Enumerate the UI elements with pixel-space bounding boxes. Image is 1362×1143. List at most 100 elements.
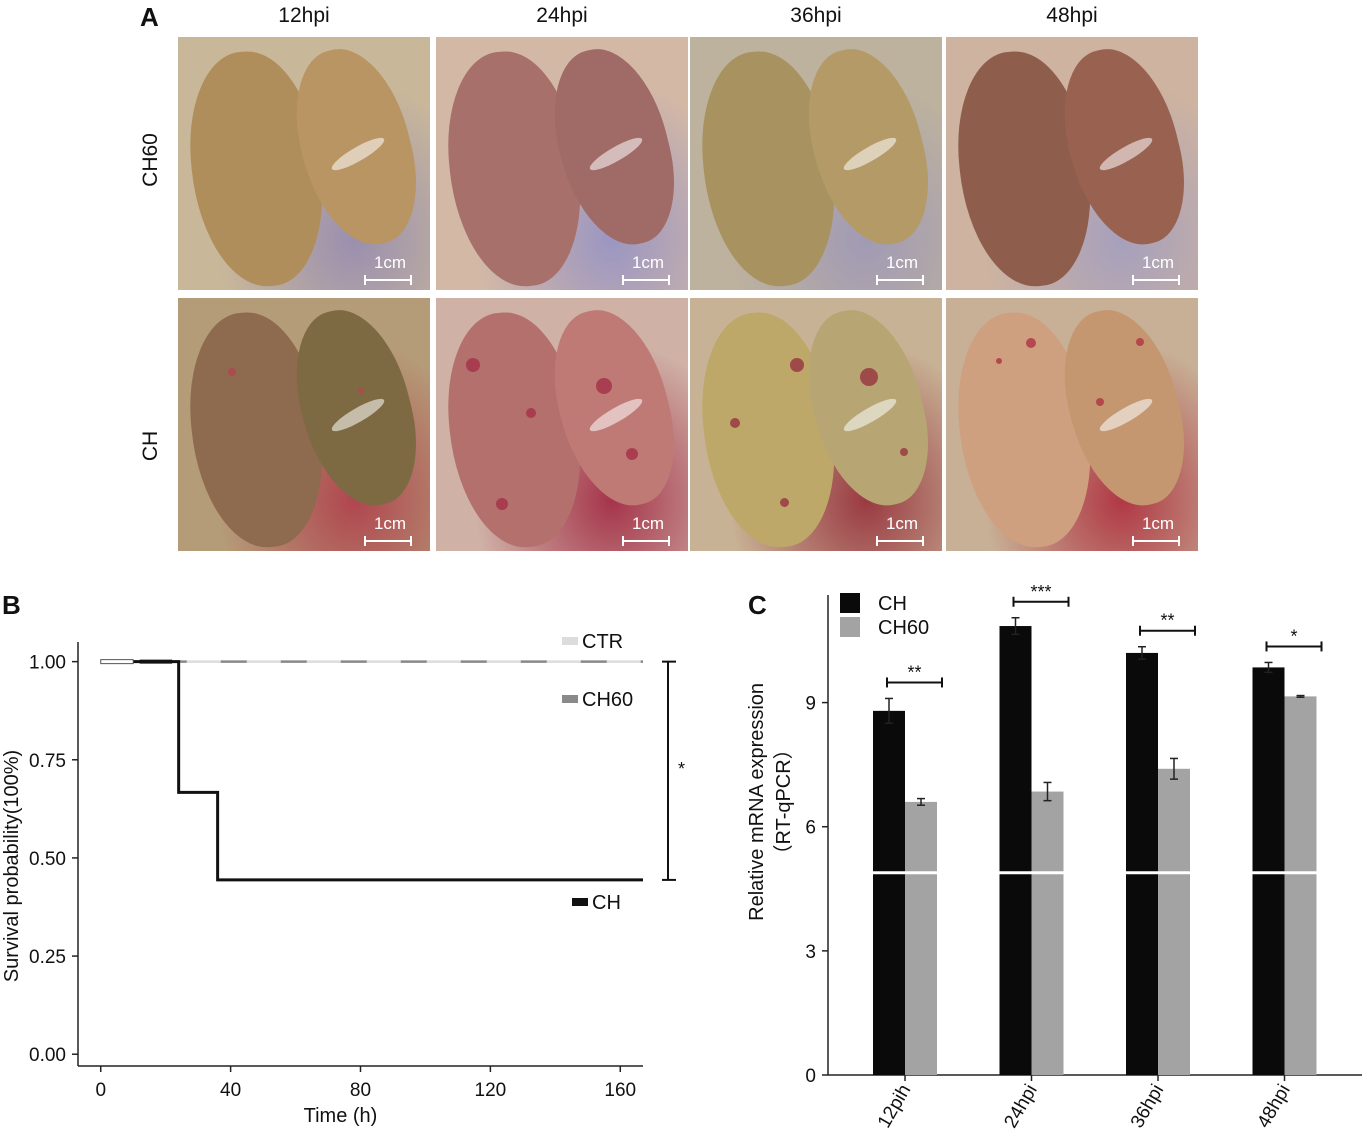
panel-c-letter: C [748, 590, 767, 620]
scale-bar-tick [622, 275, 624, 285]
scale-bar-tick [1132, 536, 1134, 546]
legend-swatch-ch60 [840, 617, 860, 637]
x-tick-label: 120 [475, 1080, 507, 1101]
hemorrhage-spot [526, 408, 536, 418]
hemorrhage-spot [860, 368, 878, 386]
legend-label-ch: CH [878, 593, 907, 615]
y-tick-label: 0.00 [29, 1045, 66, 1066]
liver-photo: 1cm [946, 37, 1198, 290]
axis-break [830, 871, 1362, 875]
scale-bar-label: 1cm [373, 514, 407, 533]
panel-a-letter: A [140, 2, 159, 32]
scale-bar-tick [1132, 275, 1134, 285]
y-tick-label: 0 [805, 1066, 816, 1087]
y-tick-label: 0.50 [29, 849, 66, 870]
liver-photo: 1cm [946, 298, 1198, 551]
significance-stars: *** [1030, 585, 1051, 602]
bar-ch [999, 626, 1032, 1075]
legend-label-ch60: CH60 [878, 617, 929, 639]
x-tick-label: 12pih [874, 1081, 915, 1132]
hemorrhage-spot [1096, 398, 1104, 406]
scale-bar-label: 1cm [631, 253, 665, 272]
column-header-24hpi: 24hpi [536, 4, 588, 27]
y-tick-label: 9 [805, 694, 816, 715]
scale-bar-tick [410, 536, 412, 546]
bar-ch60 [1158, 768, 1190, 1075]
scale-bar-line [1132, 540, 1180, 542]
scale-bar-tick [876, 536, 878, 546]
scale-bar-tick [1178, 275, 1180, 285]
legend-swatch-ch60 [562, 695, 578, 703]
expression-bar-chart: 0 3 6 9 Relative mRNA expression （RT-qPCR） ** 1… [746, 585, 1362, 1132]
y-axis-title: Relative mRNA expression [746, 683, 768, 921]
y-tick-label: 3 [805, 942, 816, 963]
significance-stars: ** [1160, 611, 1174, 631]
hemorrhage-spot [1136, 338, 1144, 346]
scale-bar-label: 1cm [1141, 514, 1175, 533]
scale-bar-line [622, 279, 670, 281]
significance-stars: * [1290, 626, 1297, 646]
hemorrhage-spot [730, 418, 740, 428]
hemorrhage-spot [780, 498, 789, 507]
y-tick-label: 1.00 [29, 653, 66, 674]
scale-bar-line [876, 540, 924, 542]
legend-swatch-ctr [562, 637, 578, 645]
survival-chart: 0.00 0.25 0.50 0.75 1.00 0 40 80 120 160 Time (h) S… [1, 631, 685, 1127]
scale-bar-tick [364, 275, 366, 285]
scale-bar-tick [668, 275, 670, 285]
liver-photo: 1cm [178, 298, 430, 551]
panel-b-letter: B [2, 590, 21, 620]
scale-bar-label: 1cm [885, 514, 919, 533]
legend-swatch-ch [840, 593, 860, 613]
y-tick-label: 6 [805, 818, 816, 839]
scale-bar-label: 1cm [373, 253, 407, 272]
legend-swatch-ch [572, 898, 588, 906]
liver-photo: 1cm [436, 37, 688, 290]
liver-photo: 1cm [436, 298, 688, 551]
liver-photo: 1cm [178, 37, 430, 290]
bar-ch [1126, 652, 1158, 1075]
legend-label-ch: CH [592, 892, 621, 914]
hemorrhage-spot [1026, 338, 1036, 348]
hemorrhage-spot [596, 378, 612, 394]
scale-bar-tick [364, 536, 366, 546]
bar-ch [873, 710, 905, 1075]
hemorrhage-spot [496, 498, 508, 510]
liver-photo: 1cm [690, 37, 942, 290]
scale-bar-tick [876, 275, 878, 285]
x-tick-label: 80 [350, 1080, 371, 1101]
scale-bar-tick [410, 275, 412, 285]
x-tick-label: 48hpi [1253, 1081, 1294, 1132]
series-line-ch [100, 660, 643, 882]
censor-mark [100, 659, 134, 665]
column-header-36hpi: 36hpi [790, 4, 842, 27]
hemorrhage-spot [996, 358, 1002, 364]
liver-photo: 1cm [690, 298, 942, 551]
scale-bar-line [364, 540, 412, 542]
y-tick-label: 0.75 [29, 751, 66, 772]
scale-bar-tick [922, 536, 924, 546]
scale-bar-line [622, 540, 670, 542]
x-axis-title: Time (h) [304, 1105, 378, 1127]
x-tick-label: 160 [604, 1080, 636, 1101]
scale-bar-tick [922, 275, 924, 285]
scale-bar-label: 1cm [1141, 253, 1175, 272]
bar-ch60 [1284, 696, 1317, 1075]
column-header-12hpi: 12hpi [278, 4, 330, 27]
scale-bar-tick [1178, 536, 1180, 546]
column-header-48hpi: 48hpi [1046, 4, 1098, 27]
hemorrhage-spot [626, 448, 638, 460]
x-tick-label: 36hpi [1127, 1081, 1168, 1132]
y-axis-title: Survival probability(100%) [1, 750, 23, 982]
y-axis-title-unit: （RT-qPCR） [772, 739, 795, 864]
bar-ch [1252, 667, 1285, 1075]
x-tick-label: 0 [95, 1080, 106, 1101]
scale-bar-tick [622, 536, 624, 546]
legend-label-ch60: CH60 [582, 689, 633, 711]
hemorrhage-spot [790, 358, 804, 372]
bar-ch60 [905, 801, 937, 1075]
x-tick-label: 40 [220, 1080, 241, 1101]
significance-star: * [678, 759, 685, 779]
row-header-ch: CH [139, 430, 163, 462]
row-header-ch60: CH60 [138, 133, 162, 187]
